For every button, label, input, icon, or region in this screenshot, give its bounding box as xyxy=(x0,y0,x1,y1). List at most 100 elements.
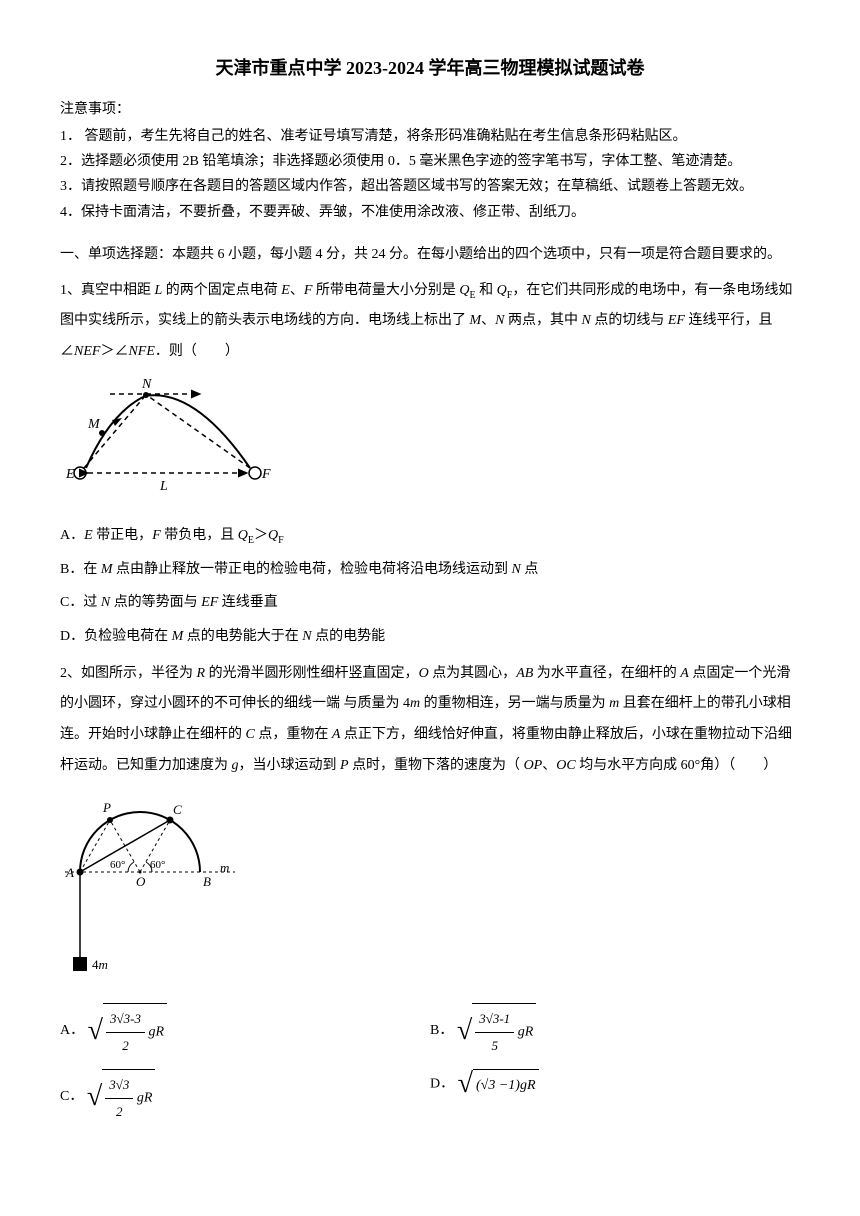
q1-option-a: A．E 带正电，F 带负电，且 QE＞QF xyxy=(60,519,800,553)
frac-num: 3√3 xyxy=(105,1072,133,1099)
q2-option-b: B． √ 3√3-1 5 gR xyxy=(430,1003,800,1059)
var-E: E xyxy=(84,528,93,543)
var-QF: Q xyxy=(497,283,507,298)
frac-num: 3√3-3 xyxy=(106,1006,145,1033)
svg-text:F: F xyxy=(261,467,271,482)
q2-options-row-1: A． √ 3√3-3 2 gR B． √ 3√3-1 5 gR xyxy=(60,1003,800,1059)
suffix: gR xyxy=(520,1078,536,1093)
q2-text: 、 xyxy=(542,758,556,773)
var-m: m xyxy=(609,696,619,711)
var-OP: OP xyxy=(524,758,543,773)
var-M: M xyxy=(172,629,184,644)
q2-text: 2、如图所示，半径为 xyxy=(60,666,197,681)
svg-text:N: N xyxy=(141,378,152,392)
var-A: A xyxy=(680,666,689,681)
sub-F: F xyxy=(278,535,284,546)
var-m: m xyxy=(410,696,420,711)
formula-b: √ 3√3-1 5 gR xyxy=(457,1003,536,1059)
q1-angle: ∠ xyxy=(114,344,128,359)
q2-options-row-2: C． √ 3√3 2 gR D． √ (√3 −1)gR xyxy=(60,1069,800,1125)
var-N2: N xyxy=(582,313,591,328)
svg-text:O: O xyxy=(136,874,146,889)
diagram-q2: P C A O B m 60° 60° 4m xyxy=(60,792,800,993)
q1-text: 和 xyxy=(476,283,497,298)
q2-text: 点为其圆心， xyxy=(429,666,517,681)
opt-text: 带正电， xyxy=(93,528,153,543)
opt-text: 点由静止释放一带正电的检验电荷，检验电荷将沿电场线运动到 xyxy=(113,562,512,577)
svg-text:M: M xyxy=(87,417,101,432)
opt-prefix: D．负检验电荷在 xyxy=(60,629,172,644)
opt-text: 连线垂直 xyxy=(218,595,278,610)
var-M: M xyxy=(470,313,482,328)
var-R: R xyxy=(197,666,206,681)
q1-text: 、 xyxy=(481,313,495,328)
q1-gt: ＞ xyxy=(100,344,114,359)
notice-header: 注意事项： xyxy=(60,96,800,124)
q2-text: 均与水平方向成 60°角）（ ） xyxy=(576,758,778,773)
section-intro: 一、单项选择题：本题共 6 小题，每小题 4 分，共 24 分。在每小题给出的四… xyxy=(60,240,800,271)
q2-text: 的重物相连，另一端与质量为 xyxy=(420,696,609,711)
var-QF: Q xyxy=(268,528,278,543)
opt-text: 点的等势面与 xyxy=(110,595,201,610)
notice-item-2: 2．选择题必须使用 2B 铅笔填涂；非选择题必须使用 0．5 毫米黑色字迹的签字… xyxy=(60,149,800,174)
opt-label: B． xyxy=(430,1023,453,1038)
suffix: gR xyxy=(137,1090,153,1105)
opt-text: 点的电势能 xyxy=(312,629,386,644)
var-O: O xyxy=(419,666,429,681)
var-g: g xyxy=(232,758,239,773)
q2-text: 的光滑半圆形刚性细杆竖直固定， xyxy=(205,666,419,681)
var-C: C xyxy=(246,727,255,742)
var-EF: EF xyxy=(201,595,218,610)
var-F: F xyxy=(152,528,161,543)
suffix: gR xyxy=(518,1024,534,1039)
q2-text: 为水平直径，在细杆的 xyxy=(533,666,680,681)
q1-option-d: D．负检验电荷在 M 点的电势能大于在 N 点的电势能 xyxy=(60,620,800,654)
inner: (√3 −1) xyxy=(476,1078,520,1093)
svg-text:E: E xyxy=(65,467,75,482)
opt-prefix: C．过 xyxy=(60,595,101,610)
diagram-q1: E F M N L xyxy=(60,378,800,509)
svg-text:C: C xyxy=(173,802,182,817)
q1-text: 两点，其中 xyxy=(505,313,582,328)
question-2: 2、如图所示，半径为 R 的光滑半圆形刚性细杆竖直固定，O 点为其圆心，AB 为… xyxy=(60,659,800,782)
page-title: 天津市重点中学 2023-2024 学年高三物理模拟试题试卷 xyxy=(60,50,800,86)
svg-text:60°: 60° xyxy=(150,859,165,871)
var-QE: Q xyxy=(459,283,469,298)
q2-option-d: D． √ (√3 −1)gR xyxy=(430,1069,800,1125)
q2-option-c: C． √ 3√3 2 gR xyxy=(60,1069,430,1125)
var-N: N xyxy=(512,562,521,577)
suffix: gR xyxy=(148,1024,164,1039)
var-NEF: NEF xyxy=(74,344,100,359)
q2-option-a: A． √ 3√3-3 2 gR xyxy=(60,1003,430,1059)
var-EF: EF xyxy=(668,313,685,328)
q1-text: 所带电荷量大小分别是 xyxy=(312,283,459,298)
frac-den: 2 xyxy=(106,1033,145,1059)
frac-den: 2 xyxy=(105,1099,133,1125)
formula-c: √ 3√3 2 gR xyxy=(87,1069,156,1125)
q2-text: ，当小球运动到 xyxy=(239,758,341,773)
var-NFE: NFE xyxy=(128,344,154,359)
var-E: E xyxy=(281,283,290,298)
q1-text: 1、真空中相距 xyxy=(60,283,155,298)
var-P: P xyxy=(340,758,349,773)
notice-item-1: 1． 答题前，考生先将自己的姓名、准考证号填写清楚，将条形码准确粘贴在考生信息条… xyxy=(60,124,800,149)
formula-d: √ (√3 −1)gR xyxy=(458,1069,539,1100)
question-1: 1、真空中相距 L 的两个固定点电荷 E、F 所带电荷量大小分别是 QE 和 Q… xyxy=(60,276,800,368)
q1-option-b: B．在 M 点由静止释放一带正电的检验电荷，检验电荷将沿电场线运动到 N 点 xyxy=(60,553,800,587)
formula-a: √ 3√3-3 2 gR xyxy=(88,1003,167,1059)
q1-text: ．则（ ） xyxy=(155,344,239,359)
svg-text:4m: 4m xyxy=(92,957,108,972)
opt-text: 点的电势能大于在 xyxy=(183,629,302,644)
opt-label: A． xyxy=(60,1023,84,1038)
q2-text: 点时，重物下落的速度为（ xyxy=(349,758,524,773)
opt-text: 带负电，且 xyxy=(161,528,238,543)
q1-option-c: C．过 N 点的等势面与 EF 连线垂直 xyxy=(60,586,800,620)
var-N: N xyxy=(101,595,110,610)
opt-label: D． xyxy=(430,1076,454,1091)
frac-den: 5 xyxy=(475,1033,514,1059)
var-M: M xyxy=(101,562,113,577)
q1-text: 点的切线与 xyxy=(591,313,668,328)
opt-label: C． xyxy=(60,1089,83,1104)
opt-prefix: A． xyxy=(60,528,84,543)
frac-num: 3√3-1 xyxy=(475,1006,514,1033)
